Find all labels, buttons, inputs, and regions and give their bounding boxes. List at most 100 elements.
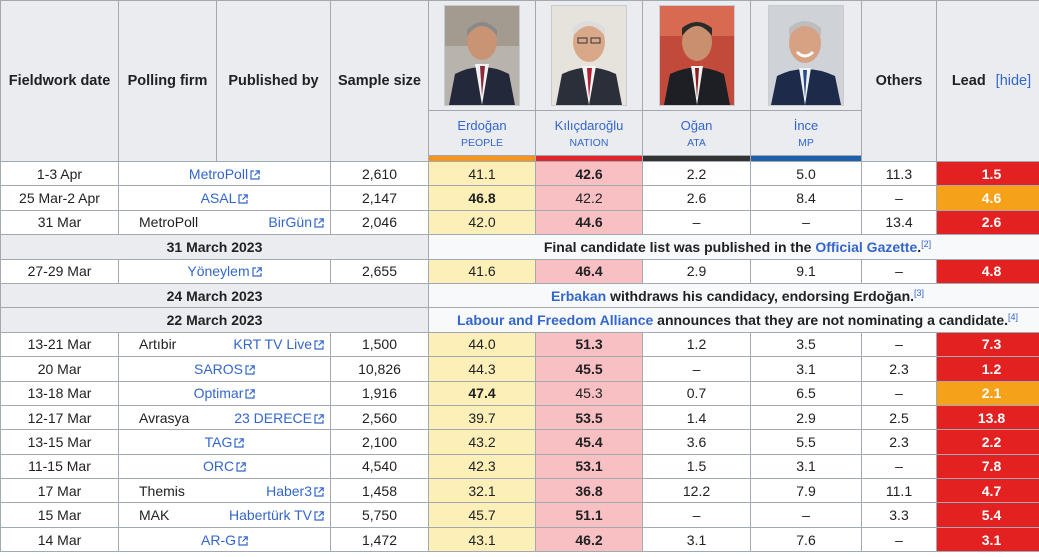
event-link[interactable]: Erbakan: [550, 287, 607, 304]
kilicdaroglu-value: 46.2: [535, 526, 643, 553]
fieldwork-date: 14 Mar: [0, 526, 119, 553]
publisher-link[interactable]: ASAL: [201, 190, 249, 206]
candidate-party-link[interactable]: ATA: [687, 136, 706, 149]
publisher-link[interactable]: Habertürk TV: [229, 507, 324, 523]
reference-link[interactable]: [3]: [914, 287, 925, 298]
ogan-portrait-image[interactable]: [658, 5, 735, 106]
polling-firm: Artıbir: [139, 336, 177, 353]
ince-value: 3.5: [750, 331, 862, 358]
publisher-link[interactable]: TAG: [205, 434, 245, 450]
ince-value: 5.0: [750, 160, 862, 187]
publisher-link[interactable]: Optimar: [194, 385, 256, 401]
candidate-party-link[interactable]: MP: [798, 136, 814, 149]
kilicdaroglu-value: 53.1: [535, 453, 643, 480]
sample-size: 2,046: [330, 209, 429, 236]
event-date: 24 March 2023: [0, 282, 429, 309]
ogan-value: 3.6: [642, 429, 751, 455]
reference-link[interactable]: [2]: [921, 238, 932, 249]
ince-portrait-image[interactable]: [768, 5, 844, 106]
header-polling-firm: Polling firm: [118, 0, 217, 162]
kilicdaroglu-portrait-image[interactable]: [551, 5, 627, 106]
erdogan-value: 41.1: [428, 160, 536, 187]
candidate-erdogan: Erdoğan PEOPLE: [428, 110, 536, 156]
header-published-by: Published by: [216, 0, 331, 162]
lead-value: 2.1: [936, 380, 1039, 406]
publisher-link[interactable]: AR-G: [201, 532, 248, 548]
erdogan-value: 43.2: [428, 429, 536, 455]
kilicdaroglu-value: 42.2: [535, 185, 643, 211]
ogan-value: 3.1: [642, 526, 751, 553]
event-link[interactable]: Official Gazette: [815, 238, 918, 255]
event-row: 24 March 2023 Erbakan withdraws his candi…: [0, 282, 1039, 309]
publisher-link[interactable]: KRT TV Live: [233, 336, 324, 352]
external-link-icon: [238, 535, 248, 546]
erdogan-value: 39.7: [428, 404, 536, 431]
erdogan-value: 47.4: [428, 380, 536, 406]
sample-size: 10,826: [330, 356, 429, 382]
candidate-party-link[interactable]: NATION: [569, 136, 609, 149]
fieldwork-date: 1-3 Apr: [0, 160, 119, 187]
reference-link[interactable]: [4]: [1008, 312, 1019, 323]
erdogan-portrait-image[interactable]: [444, 5, 520, 106]
event-text-before: Final candidate list was published in th…: [543, 238, 816, 255]
publisher-cell: SAROS: [118, 356, 331, 382]
kilicdaroglu-value: 51.1: [535, 502, 643, 528]
kilicdaroglu-value: 36.8: [535, 478, 643, 504]
lead-value: 13.8: [936, 404, 1039, 431]
candidate-name-link[interactable]: Erdoğan: [457, 117, 507, 133]
ince-value: 9.1: [750, 258, 862, 284]
others-value: 2.5: [861, 404, 937, 431]
event-row: 22 March 2023 Labour and Freedom Alliance…: [0, 307, 1039, 333]
kilicdaroglu-value: 51.3: [535, 331, 643, 358]
poll-row: 11-15 Mar ORC 4,540 42.3 53.1 1.5 3.1–7.8: [0, 453, 1039, 480]
event-text-after: .: [917, 238, 922, 255]
event-text: Erbakan withdraws his candidacy, endorsi…: [428, 282, 1039, 309]
external-link-icon: [234, 438, 245, 448]
ince-value: 5.5: [750, 429, 862, 455]
poll-row: 15 Mar MAK Habertürk TV 5,750 45.7 51.1– –3.3 5…: [0, 502, 1039, 528]
event-link[interactable]: Labour and Freedom Alliance: [456, 312, 654, 329]
publisher-link[interactable]: MetroPoll: [189, 166, 260, 182]
header-lead: Lead [hide]: [936, 0, 1039, 162]
ince-value: 7.9: [750, 478, 862, 504]
header-fieldwork-date: Fieldwork date: [0, 0, 119, 162]
lead-value: 5.4: [936, 502, 1039, 528]
firm-publisher-cell: Artıbir KRT TV Live: [118, 331, 331, 358]
publisher-link[interactable]: 23 DERECE: [234, 410, 324, 426]
candidate-name-link[interactable]: Oğan: [680, 117, 713, 133]
erdogan-value: 41.6: [428, 258, 536, 284]
candidate-party-link[interactable]: PEOPLE: [460, 136, 504, 149]
publisher-link[interactable]: ORC: [203, 458, 246, 474]
fieldwork-date: 11-15 Mar: [0, 453, 119, 480]
sample-size: 1,500: [330, 331, 429, 358]
candidate-name-link[interactable]: Kılıçdaroğlu: [554, 117, 624, 133]
poll-row: 17 Mar Themis Haber3 1,458 32.1 36.8 12.2 7.9 11…: [0, 478, 1039, 504]
sample-size: 2,560: [330, 404, 429, 431]
photo-cell-erdogan: [428, 0, 536, 111]
kilicdaroglu-value: 45.5: [535, 356, 643, 382]
kilicdaroglu-value: 44.6: [535, 209, 643, 236]
sample-size: 2,147: [330, 185, 429, 211]
polling-firm: Themis: [139, 482, 185, 499]
erdogan-value: 42.3: [428, 453, 536, 480]
external-link-icon: [245, 389, 256, 399]
header-lead-label: Lead: [951, 73, 986, 89]
external-link-icon: [314, 413, 324, 424]
event-text: Labour and Freedom Alliance announces th…: [428, 307, 1039, 333]
erdogan-value: 32.1: [428, 478, 536, 504]
publisher-link[interactable]: Yöneylem: [187, 263, 262, 279]
lead-value: 1.5: [936, 160, 1039, 187]
lead-value: 4.6: [936, 185, 1039, 211]
header-sample-size: Sample size: [330, 0, 429, 162]
ince-value: 3.1: [750, 356, 862, 382]
sample-size: 2,655: [330, 258, 429, 284]
candidate-name-link[interactable]: İnce: [793, 117, 819, 133]
publisher-cell: TAG: [118, 429, 331, 455]
publisher-link[interactable]: Haber3: [266, 483, 324, 499]
firm-publisher-cell: MAK Habertürk TV: [118, 502, 331, 528]
hide-toggle-link[interactable]: [hide]: [995, 73, 1032, 89]
external-link-icon: [314, 511, 324, 521]
publisher-link[interactable]: BirGün: [268, 214, 324, 230]
external-link-icon: [314, 218, 324, 229]
publisher-link[interactable]: SAROS: [194, 361, 255, 377]
